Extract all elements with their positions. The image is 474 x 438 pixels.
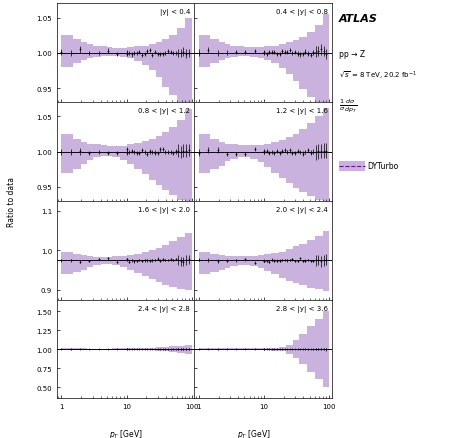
Text: 2.0 < |y| < 2.4: 2.0 < |y| < 2.4 — [276, 206, 328, 213]
Text: 2.8 < |y| < 3.6: 2.8 < |y| < 3.6 — [276, 305, 328, 312]
Text: pp → Z: pp → Z — [339, 50, 365, 59]
Text: DYTurbo: DYTurbo — [367, 162, 399, 171]
Text: $p_T$ [GeV]: $p_T$ [GeV] — [109, 427, 143, 438]
Text: $p_T$ [GeV]: $p_T$ [GeV] — [237, 427, 271, 438]
Text: $\sqrt{s}$ = 8 TeV, 20.2 fb$^{-1}$: $\sqrt{s}$ = 8 TeV, 20.2 fb$^{-1}$ — [339, 70, 417, 82]
Text: |y| < 0.4: |y| < 0.4 — [160, 9, 190, 16]
Text: $\frac{1}{\sigma}\frac{d\sigma}{dp_T}$: $\frac{1}{\sigma}\frac{d\sigma}{dp_T}$ — [339, 97, 357, 114]
Text: 0.8 < |y| < 1.2: 0.8 < |y| < 1.2 — [138, 108, 190, 115]
Text: 2.4 < |y| < 2.8: 2.4 < |y| < 2.8 — [138, 305, 190, 312]
Text: 0.4 < |y| < 0.8: 0.4 < |y| < 0.8 — [276, 9, 328, 16]
Text: Ratio to data: Ratio to data — [7, 177, 16, 226]
Text: ATLAS: ATLAS — [339, 14, 378, 24]
Text: 1.6 < |y| < 2.0: 1.6 < |y| < 2.0 — [138, 206, 190, 213]
Text: 1.2 < |y| < 1.6: 1.2 < |y| < 1.6 — [276, 108, 328, 115]
